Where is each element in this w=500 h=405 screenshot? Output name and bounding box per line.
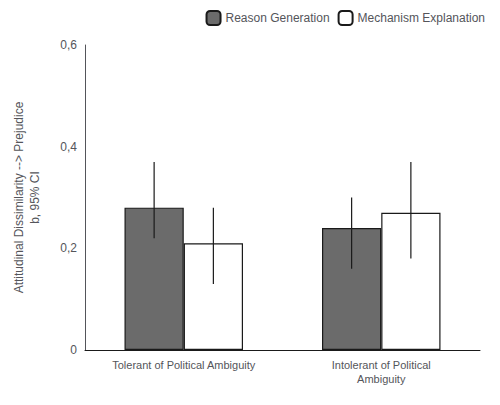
svg-text:Mechanism Explanation: Mechanism Explanation <box>358 11 485 25</box>
svg-text:0,2: 0,2 <box>60 241 77 255</box>
svg-text:Intolerant of Political: Intolerant of Political <box>332 359 431 371</box>
svg-text:0: 0 <box>70 343 77 357</box>
svg-text:Attitudinal Dissimilarity -->: Attitudinal Dissimilarity --> Prejudice <box>12 101 26 293</box>
svg-text:0,4: 0,4 <box>60 140 77 154</box>
svg-text:0,6: 0,6 <box>60 38 77 52</box>
svg-text:Tolerant of Political Ambiguit: Tolerant of Political Ambiguity <box>112 359 256 371</box>
svg-text:Reason Generation: Reason Generation <box>226 11 330 25</box>
svg-text:b, 95% CI: b, 95% CI <box>28 171 42 224</box>
svg-text:Ambiguity: Ambiguity <box>357 373 406 385</box>
